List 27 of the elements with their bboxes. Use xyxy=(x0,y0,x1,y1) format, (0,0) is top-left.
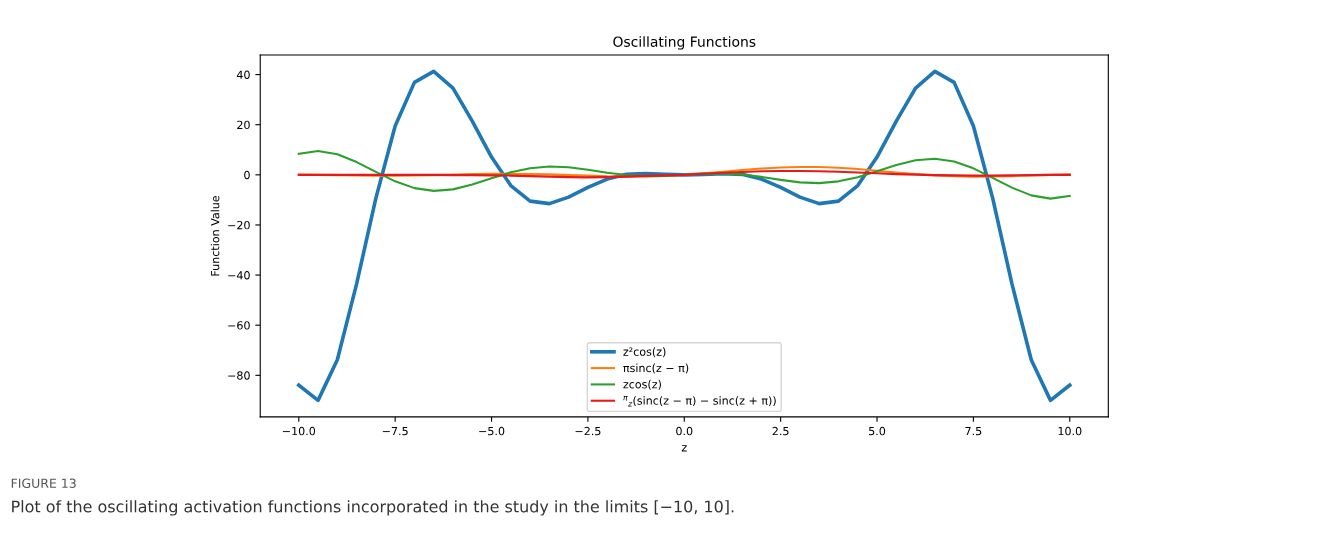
x-axis-title: z xyxy=(681,445,687,452)
x-tick-label: −5.0 xyxy=(479,426,505,436)
line-series xyxy=(297,170,1071,179)
legend-label: zcos(z) xyxy=(623,379,661,390)
y-tick-label: −60 xyxy=(228,321,250,330)
x-tick-label: 2.5 xyxy=(772,426,789,436)
caption: FIGURE 13 xyxy=(11,478,76,488)
y-tick-label: −20 xyxy=(228,220,250,230)
x-tick-label: 10.0 xyxy=(1058,426,1082,436)
y-tick-label: 20 xyxy=(237,120,250,130)
x-tick-label: −10.0 xyxy=(282,426,316,436)
text: Plot of the oscillating activation functions incorporated in the study in the limits [−10, 10]. xyxy=(12,500,734,516)
legend-label: $^{π}$$_{z}$(sinc(z − π) − sinc(z + π)) xyxy=(623,396,776,407)
y-tick-label: −80 xyxy=(228,371,250,380)
x-tick-label: −2.5 xyxy=(575,426,601,436)
y-axis-title: Function Value xyxy=(210,195,220,276)
x-tick-label: −7.5 xyxy=(382,426,408,436)
line-series xyxy=(297,149,1071,200)
legend-label: πsinc(z − π) xyxy=(623,363,689,374)
legend-label: z²cos(z) xyxy=(623,347,666,358)
x-tick-label: 5.0 xyxy=(869,426,886,436)
x-tick-label: 7.5 xyxy=(965,426,982,436)
y-tick-label: 0 xyxy=(244,170,250,180)
x-tick-label: 0.0 xyxy=(676,426,693,436)
chart-title: Oscillating Functions xyxy=(613,36,756,50)
y-tick-label: 40 xyxy=(236,70,250,79)
y-tick-label: −40 xyxy=(228,271,250,280)
